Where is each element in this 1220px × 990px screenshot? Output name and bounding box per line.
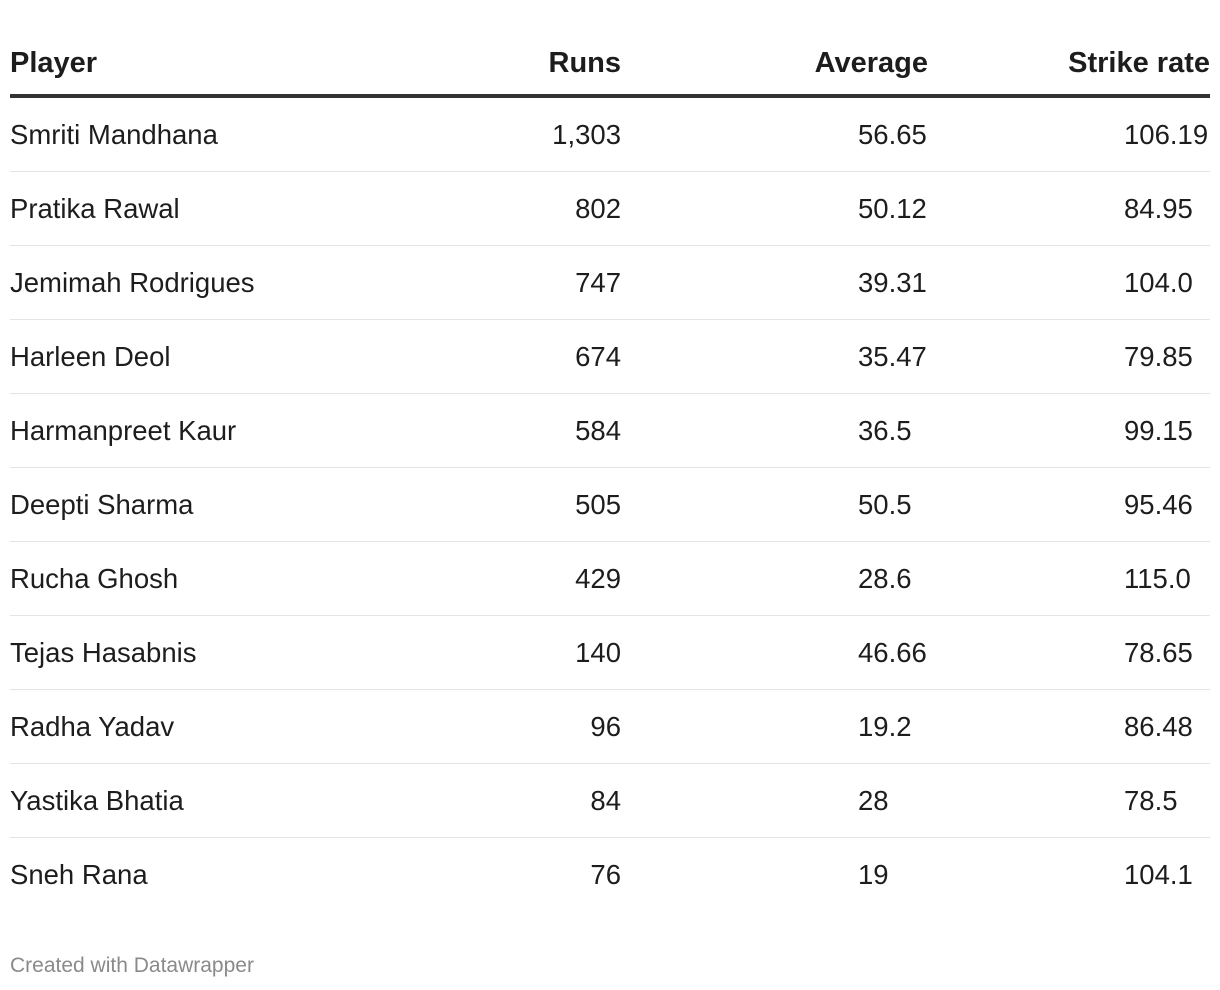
player-cell: Tejas Hasabnis: [10, 615, 410, 690]
runs-cell-value: 96: [590, 710, 621, 742]
runs-cell: 674: [410, 319, 621, 394]
strike-rate-cell: 99.15: [928, 393, 1210, 468]
column-header-strike-rate[interactable]: Strike rate: [928, 30, 1210, 98]
table-row: Harleen Deol 674 35.47 79.85: [10, 319, 1210, 394]
runs-cell-value: 747: [575, 266, 621, 298]
strike-rate-cell-value: 79.85: [1124, 340, 1193, 372]
strike-rate-cell-value: 99.15: [1124, 414, 1193, 446]
column-header-runs[interactable]: Runs: [410, 30, 621, 98]
player-cell: Yastika Bhatia: [10, 763, 410, 838]
runs-cell: 96: [410, 689, 621, 764]
table-row: Yastika Bhatia 84 28 78.5: [10, 763, 1210, 838]
average-cell-value: 56.65: [858, 118, 927, 150]
average-cell-value: 50.12: [858, 192, 927, 224]
average-cell: 56.65: [621, 96, 928, 172]
strike-rate-cell: 95.46: [928, 467, 1210, 542]
average-cell: 28.6: [621, 541, 928, 616]
strike-rate-cell-value: 84.95: [1124, 192, 1193, 224]
average-cell-value: 50.5: [858, 488, 912, 520]
strike-rate-cell: 104.1: [928, 838, 1210, 912]
average-cell: 35.47: [621, 319, 928, 394]
table-row: Radha Yadav 96 19.2 86.48: [10, 689, 1210, 764]
column-header-player[interactable]: Player: [10, 30, 410, 98]
runs-cell-value: 429: [575, 562, 621, 594]
average-cell-value: 46.66: [858, 636, 927, 668]
average-cell-value: 19.2: [858, 710, 912, 742]
runs-cell: 76: [410, 838, 621, 912]
table-row: Deepti Sharma 505 50.5 95.46: [10, 467, 1210, 542]
strike-rate-cell: 104.0: [928, 245, 1210, 320]
runs-cell-value: 802: [575, 192, 621, 224]
average-cell-value: 28: [858, 784, 889, 816]
runs-cell: 84: [410, 763, 621, 838]
runs-cell-value: 584: [575, 414, 621, 446]
table-row: Harmanpreet Kaur 584 36.5 99.15: [10, 393, 1210, 468]
strike-rate-cell: 115.0: [928, 541, 1210, 616]
strike-rate-cell: 78.5: [928, 763, 1210, 838]
strike-rate-cell: 106.19: [928, 96, 1210, 172]
runs-cell: 429: [410, 541, 621, 616]
average-cell: 50.12: [621, 171, 928, 246]
player-cell: Jemimah Rodrigues: [10, 245, 410, 320]
table-row: Smriti Mandhana 1,303 56.65 106.19: [10, 96, 1210, 172]
header-row: Player Runs Average Strike rate: [10, 30, 1210, 98]
table-row: Pratika Rawal 802 50.12 84.95: [10, 171, 1210, 246]
strike-rate-cell-value: 106.19: [1124, 118, 1209, 150]
table-row: Jemimah Rodrigues 747 39.31 104.0: [10, 245, 1210, 320]
strike-rate-cell-value: 104.0: [1124, 266, 1193, 298]
stats-table: Player Runs Average Strike rate Smriti M…: [10, 30, 1210, 911]
table-row: Rucha Ghosh 429 28.6 115.0: [10, 541, 1210, 616]
strike-rate-cell-value: 78.5: [1124, 784, 1178, 816]
runs-cell-value: 76: [590, 858, 621, 890]
table-body: Smriti Mandhana 1,303 56.65 106.19 Pratika R…: [10, 96, 1210, 911]
runs-cell: 505: [410, 467, 621, 542]
strike-rate-cell: 79.85: [928, 319, 1210, 394]
player-cell: Harleen Deol: [10, 319, 410, 394]
average-cell: 46.66: [621, 615, 928, 690]
strike-rate-cell: 86.48: [928, 689, 1210, 764]
runs-cell: 584: [410, 393, 621, 468]
runs-cell: 802: [410, 171, 621, 246]
strike-rate-cell-value: 86.48: [1124, 710, 1193, 742]
runs-cell-value: 674: [575, 340, 621, 372]
player-cell: Harmanpreet Kaur: [10, 393, 410, 468]
runs-cell: 1,303: [410, 96, 621, 172]
player-cell: Rucha Ghosh: [10, 541, 410, 616]
runs-cell-value: 1,303: [552, 118, 621, 150]
average-cell: 19: [621, 838, 928, 912]
average-cell: 36.5: [621, 393, 928, 468]
average-cell-value: 35.47: [858, 340, 927, 372]
average-cell-value: 36.5: [858, 414, 912, 446]
player-cell: Pratika Rawal: [10, 171, 410, 246]
table-row: Sneh Rana 76 19 104.1: [10, 838, 1210, 912]
strike-rate-cell-value: 115.0: [1124, 562, 1191, 594]
table-row: Tejas Hasabnis 140 46.66 78.65: [10, 615, 1210, 690]
player-cell: Radha Yadav: [10, 689, 410, 764]
average-cell-value: 28.6: [858, 562, 912, 594]
average-cell-value: 39.31: [858, 266, 927, 298]
player-cell: Smriti Mandhana: [10, 96, 410, 172]
player-cell: Sneh Rana: [10, 858, 148, 890]
strike-rate-cell-value: 95.46: [1124, 488, 1193, 520]
strike-rate-cell: 84.95: [928, 171, 1210, 246]
strike-rate-cell-value: 104.1: [1124, 858, 1193, 890]
runs-cell: 140: [410, 615, 621, 690]
runs-cell: 747: [410, 245, 621, 320]
stats-table-container: Player Runs Average Strike rate Smriti M…: [10, 30, 1210, 911]
strike-rate-cell-value: 78.65: [1124, 636, 1193, 668]
runs-cell-value: 505: [575, 488, 621, 520]
runs-cell-value: 140: [575, 636, 621, 668]
strike-rate-cell: 78.65: [928, 615, 1210, 690]
column-header-average[interactable]: Average: [621, 30, 928, 98]
runs-cell-value: 84: [590, 784, 621, 816]
average-cell: 28: [621, 763, 928, 838]
average-cell-value: 19: [858, 858, 889, 890]
average-cell: 19.2: [621, 689, 928, 764]
datawrapper-credit: Created with Datawrapper: [10, 954, 254, 977]
average-cell: 50.5: [621, 467, 928, 542]
player-cell: Deepti Sharma: [10, 467, 410, 542]
average-cell: 39.31: [621, 245, 928, 320]
